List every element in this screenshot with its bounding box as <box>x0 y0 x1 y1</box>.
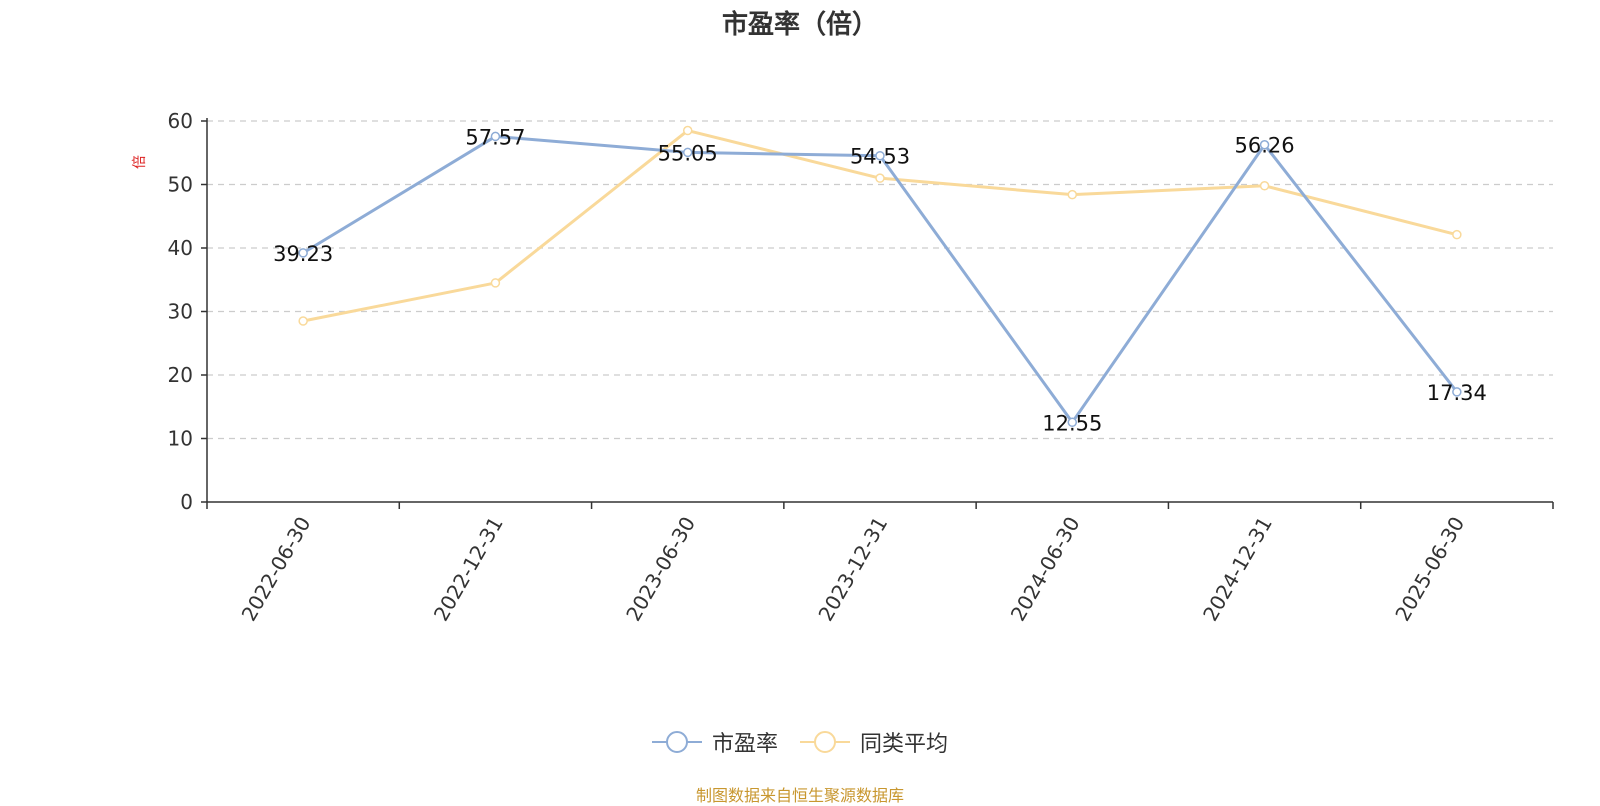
legend: 市盈率 同类平均 <box>0 726 1600 758</box>
chart-title: 市盈率（倍） <box>721 10 878 40</box>
data-point-0[interactable] <box>298 248 308 258</box>
data-point-0[interactable] <box>1259 139 1270 150</box>
source-note: 制图数据来自恒生聚源数据库 <box>695 786 904 805</box>
data-label: 57.57 <box>465 125 525 149</box>
y-tick-label: 40 <box>168 236 193 260</box>
x-tick-label: 2022-06-30 <box>237 513 316 626</box>
data-label: 54.53 <box>850 145 910 169</box>
x-tick-label: 2025-06-30 <box>1390 513 1469 626</box>
axes: 0 10 20 30 40 50 60 2022-06-30 2022-12-31 2023-06… <box>168 109 1554 626</box>
x-tick-label: 2024-12-31 <box>1198 513 1277 626</box>
y-axis-label: 倍 <box>132 155 148 169</box>
data-labels: 39.23 57.57 55.05 54.53 12.55 56.26 17.34 <box>273 125 1487 435</box>
x-tick-label: 2024-06-30 <box>1006 513 1085 626</box>
data-label: 55.05 <box>658 141 718 165</box>
x-tick-label: 2023-12-31 <box>813 513 892 626</box>
x-tick-label: 2022-12-31 <box>429 513 508 626</box>
data-point-0[interactable] <box>1452 387 1462 397</box>
data-point-1[interactable] <box>1067 189 1078 200</box>
data-point-1[interactable] <box>1259 181 1270 191</box>
x-tick-label: 2023-06-30 <box>621 513 700 626</box>
data-point-0[interactable] <box>1067 417 1078 428</box>
legend-marker-pe <box>651 731 702 753</box>
data-label: 56.26 <box>1235 134 1295 158</box>
data-label: 39.23 <box>273 242 333 266</box>
legend-item-pe[interactable]: 市盈率 <box>651 726 778 758</box>
data-label: 17.34 <box>1427 381 1487 405</box>
legend-marker-peer-average <box>800 731 850 753</box>
y-tick-label: 0 <box>180 490 193 514</box>
data-point-1[interactable] <box>490 278 501 288</box>
grid-lines <box>207 120 1553 440</box>
legend-item-peer-average[interactable]: 同类平均 <box>800 726 948 758</box>
data-point-1[interactable] <box>682 125 693 136</box>
data-point-1[interactable] <box>875 173 885 183</box>
data-point-1[interactable] <box>298 316 308 326</box>
data-point-0[interactable] <box>682 147 693 158</box>
data-point-0[interactable] <box>875 150 885 161</box>
legend-label-pe: 市盈率 <box>711 732 778 757</box>
legend-label-peer-average: 同类平均 <box>860 732 949 757</box>
data-point-0[interactable] <box>490 131 501 142</box>
y-tick-label: 20 <box>168 363 193 387</box>
y-tick-label: 50 <box>168 173 193 197</box>
data-point-1[interactable] <box>1452 229 1462 240</box>
data-label: 12.55 <box>1042 411 1102 435</box>
y-tick-label: 60 <box>168 109 193 133</box>
series-layer <box>298 125 1462 428</box>
y-tick-label: 10 <box>168 427 193 451</box>
y-tick-label: 30 <box>168 300 193 324</box>
